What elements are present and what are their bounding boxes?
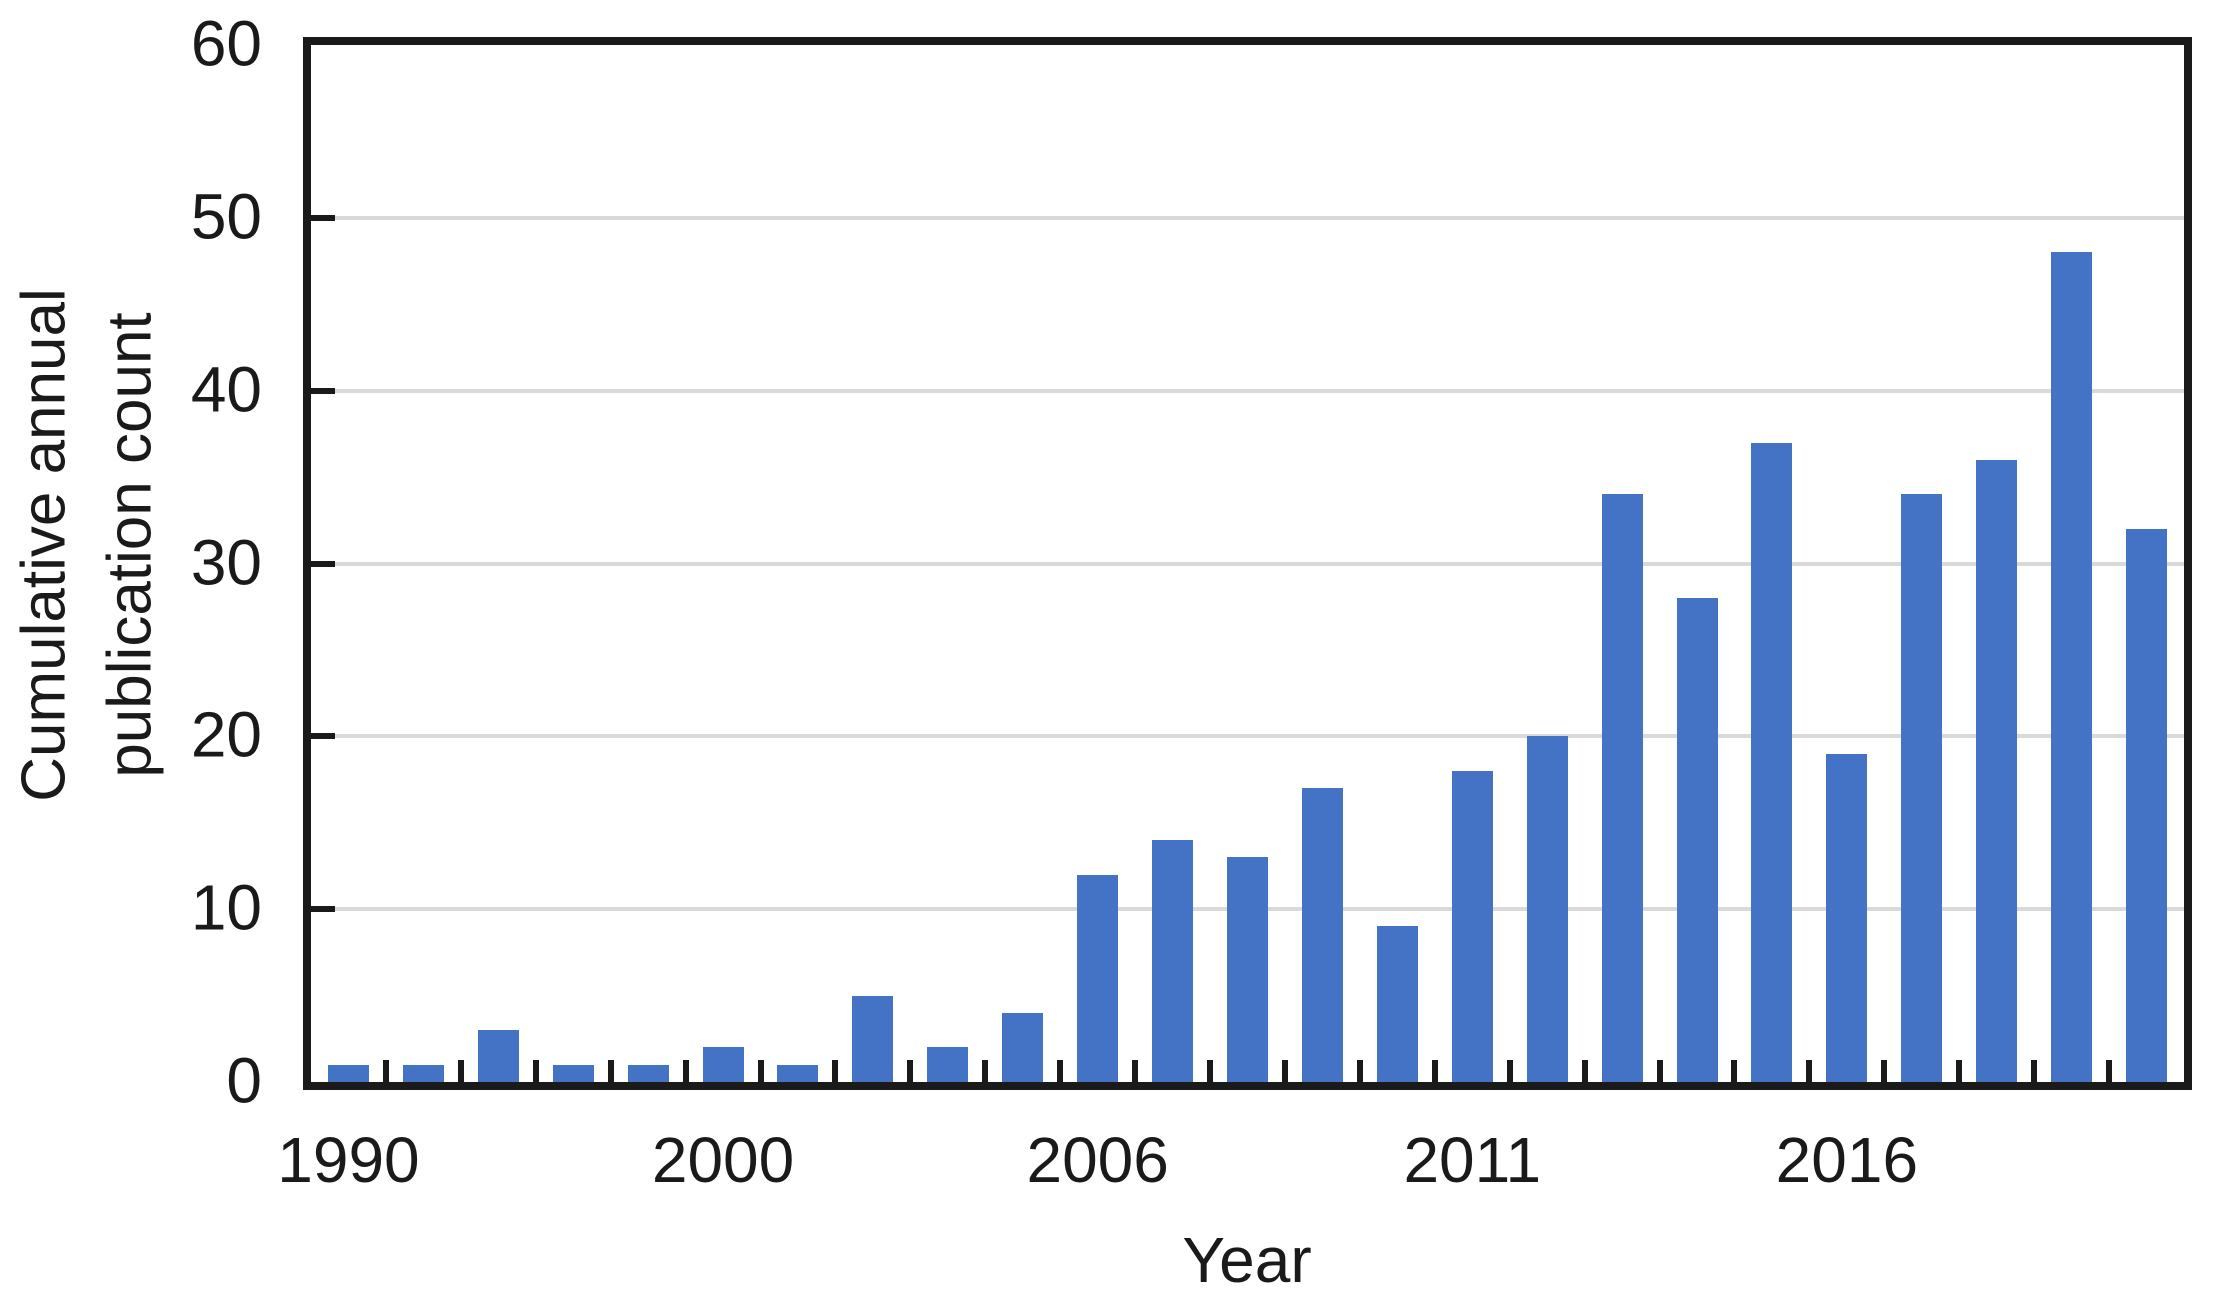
- y-axis-tick: [311, 214, 335, 221]
- x-tick-label: 1990: [277, 1124, 420, 1196]
- y-tick-label: 50: [190, 180, 262, 253]
- bar: [402, 1064, 444, 1082]
- x-axis-tick: [1956, 1060, 1963, 1082]
- y-axis-tick: [311, 560, 335, 567]
- bar: [927, 1047, 969, 1082]
- x-axis-tick: [682, 1060, 689, 1082]
- y-axis-tick: [311, 906, 335, 913]
- bar: [1826, 753, 1868, 1082]
- bar: [552, 1064, 594, 1082]
- x-axis-tick: [832, 1060, 839, 1082]
- x-axis-tick: [1581, 1060, 1588, 1082]
- x-axis-tick: [1356, 1060, 1363, 1082]
- x-tick-label: 2011: [1403, 1124, 1542, 1196]
- bar: [852, 995, 894, 1082]
- x-tick-label: 2006: [1026, 1124, 1169, 1196]
- bar: [627, 1064, 669, 1082]
- bar: [1301, 788, 1343, 1082]
- bar: [1152, 840, 1194, 1082]
- bar: [1227, 857, 1268, 1082]
- y-axis-title: Cumulative annual publication count: [1, 288, 172, 802]
- x-axis-tick: [1431, 1060, 1438, 1082]
- y-axis-tick: [311, 733, 335, 740]
- x-axis-tick: [1057, 1060, 1064, 1082]
- y-tick-label: 60: [190, 7, 262, 80]
- y-tick-label: 0: [226, 1044, 262, 1117]
- bar: [1901, 494, 1943, 1082]
- bar: [1601, 494, 1643, 1082]
- x-axis-tick: [907, 1060, 914, 1082]
- bar: [1002, 1012, 1044, 1082]
- x-axis-tick: [2031, 1060, 2038, 1082]
- x-axis-tick: [1506, 1060, 1513, 1082]
- gridline: [311, 561, 2184, 566]
- bar: [1526, 736, 1568, 1082]
- x-tick-label: 2000: [651, 1124, 795, 1196]
- y-tick-label: 40: [190, 353, 262, 426]
- y-tick-label: 30: [190, 526, 262, 599]
- bar: [327, 1064, 369, 1082]
- y-tick-label: 20: [190, 699, 262, 772]
- x-axis-tick: [457, 1060, 464, 1082]
- x-axis-tick: [382, 1060, 389, 1082]
- plot-area: [303, 37, 2192, 1090]
- x-axis-tick: [532, 1060, 539, 1082]
- x-axis-tick: [2106, 1060, 2113, 1082]
- x-axis-tick: [1656, 1060, 1663, 1082]
- gridline: [311, 734, 2184, 739]
- bar: [702, 1047, 744, 1082]
- y-axis-tick: [311, 387, 335, 394]
- x-axis-tick: [1281, 1060, 1288, 1082]
- bar: [1976, 459, 2018, 1082]
- x-axis-title: Year: [1182, 1224, 1312, 1296]
- gridline: [311, 215, 2184, 220]
- bar: [477, 1030, 519, 1082]
- bar: [2126, 528, 2168, 1082]
- bar: [1676, 598, 1718, 1082]
- x-axis-tick: [1132, 1060, 1139, 1082]
- x-axis-tick: [1731, 1060, 1738, 1082]
- bar: [1451, 770, 1493, 1082]
- gridline: [311, 388, 2184, 393]
- y-axis-title-line-1: Cumulative annual: [9, 288, 79, 802]
- bar: [1376, 926, 1418, 1082]
- y-axis-title-line-2: publication count: [95, 312, 164, 778]
- x-axis-tick: [1881, 1060, 1888, 1082]
- bar: [1751, 442, 1793, 1082]
- x-axis-tick: [757, 1060, 764, 1082]
- x-axis-tick: [982, 1060, 989, 1082]
- x-axis-tick: [607, 1060, 614, 1082]
- x-axis-tick: [1806, 1060, 1813, 1082]
- x-axis-tick: [1207, 1060, 1214, 1082]
- y-tick-label: 10: [190, 871, 262, 944]
- x-tick-label: 2016: [1775, 1124, 1919, 1196]
- bar: [1077, 874, 1119, 1082]
- bar: [2051, 252, 2093, 1082]
- bar: [777, 1064, 819, 1082]
